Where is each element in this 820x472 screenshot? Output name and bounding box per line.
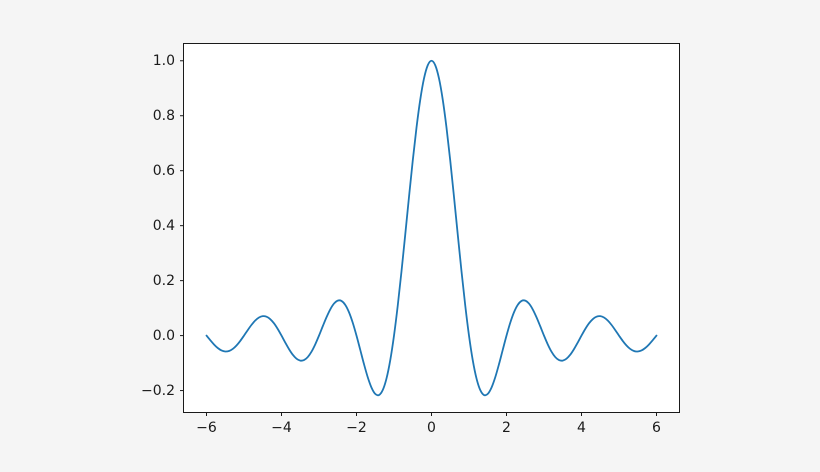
y-tick-label: 1.0 — [152, 52, 175, 69]
plot-axes: −6 −4 −2 0 2 4 6 −0.2 0.0 0.2 0.4 0.6 0.8 1.0 — [141, 43, 680, 435]
line-chart-canvas — [180, 59, 658, 416]
tick-marks — [180, 60, 657, 416]
y-tick-label: 0.6 — [152, 162, 175, 179]
y-tick-label: −0.2 — [141, 382, 175, 399]
y-tick-label: 0.2 — [152, 272, 175, 289]
x-tick-label: 2 — [502, 420, 511, 436]
x-tick-label: −2 — [346, 420, 367, 436]
y-tick-label: 0.4 — [152, 217, 175, 234]
y-tick-label: 0.8 — [152, 107, 175, 124]
x-tick-label: 4 — [577, 420, 586, 436]
x-tick-label: −6 — [196, 420, 217, 436]
x-tick-label: 6 — [652, 420, 661, 436]
sinc-curve-line — [205, 59, 658, 397]
y-tick-label: 0.0 — [152, 327, 175, 344]
x-tick-label: −4 — [271, 420, 292, 436]
x-tick-label: 0 — [427, 420, 436, 436]
